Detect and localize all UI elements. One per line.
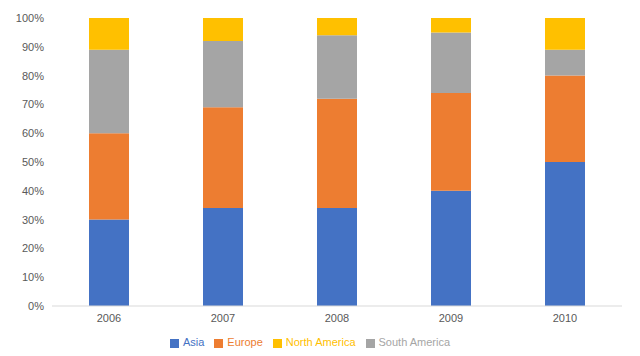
svg-text:50%: 50% [22,156,44,168]
html-text:South America: South America [378,336,451,348]
svg-text:0%: 0% [28,300,44,312]
svg-text:2010: 2010 [553,312,577,324]
html-text:Asia: Asia [182,336,205,348]
svg-text:90%: 90% [22,41,44,53]
html-text:North America: North America [285,336,356,348]
svg-text:20%: 20% [22,242,44,254]
svg-text:30%: 30% [22,214,44,226]
svg-text:80%: 80% [22,70,44,82]
svg-text:10%: 10% [22,271,44,283]
svg-text:40%: 40% [22,185,44,197]
html-text:Europe: Europe [227,336,263,348]
svg-text:2007: 2007 [211,312,235,324]
svg-text:60%: 60% [22,127,44,139]
svg-text:100%: 100% [16,12,44,24]
svg-text:2008: 2008 [325,312,349,324]
svg-text:70%: 70% [22,98,44,110]
svg-text:2009: 2009 [439,312,463,324]
svg-text:2006: 2006 [97,312,121,324]
